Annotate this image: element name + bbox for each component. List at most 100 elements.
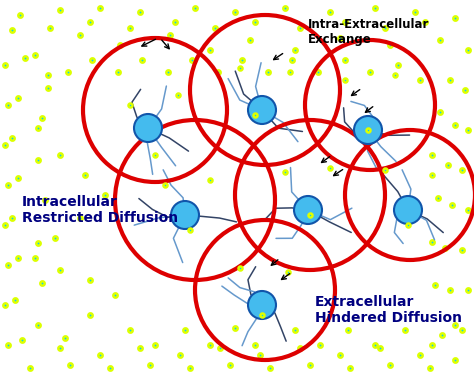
Point [306, 212, 314, 218]
Point [56, 345, 64, 351]
Point [464, 127, 472, 133]
Point [34, 125, 42, 131]
Point [44, 85, 52, 91]
Point [106, 365, 114, 371]
Circle shape [248, 96, 276, 124]
Point [291, 327, 299, 333]
Point [76, 215, 84, 221]
Point [341, 19, 349, 25]
Point [38, 115, 46, 121]
Point [164, 69, 172, 75]
Point [188, 57, 196, 63]
Point [8, 27, 16, 33]
Point [211, 25, 219, 31]
Point [464, 207, 472, 213]
Point [344, 327, 352, 333]
Point [364, 127, 372, 133]
Point [174, 92, 182, 98]
Point [326, 9, 334, 15]
Circle shape [394, 196, 422, 224]
Point [1, 302, 9, 308]
Point [11, 297, 19, 303]
Point [34, 240, 42, 246]
Point [458, 247, 466, 253]
Point [444, 162, 452, 168]
Point [451, 357, 459, 363]
Point [14, 255, 22, 261]
Point [394, 62, 402, 68]
Point [286, 69, 294, 75]
Point [21, 55, 29, 61]
Point [416, 352, 424, 358]
Point [306, 362, 314, 368]
Point [191, 5, 199, 11]
Point [46, 25, 54, 31]
Point [251, 112, 259, 118]
Point [181, 327, 189, 333]
Point [226, 362, 234, 368]
Point [136, 345, 144, 351]
Point [1, 222, 9, 228]
Point [464, 47, 472, 53]
Point [381, 25, 389, 31]
Point [126, 102, 134, 108]
Point [391, 72, 399, 78]
Point [421, 19, 429, 25]
Point [314, 69, 322, 75]
Point [446, 77, 454, 83]
Point [336, 352, 344, 358]
Point [458, 327, 466, 333]
Point [206, 47, 214, 53]
Point [114, 69, 122, 75]
Point [448, 202, 456, 208]
Point [264, 69, 272, 75]
Point [4, 102, 12, 108]
Point [18, 337, 26, 343]
Point [186, 227, 194, 233]
Point [206, 342, 214, 348]
Point [1, 62, 9, 68]
Point [138, 57, 146, 63]
Point [404, 222, 412, 228]
Point [34, 322, 42, 328]
Point [88, 57, 96, 63]
Point [4, 342, 12, 348]
Point [166, 32, 174, 38]
Point [151, 342, 159, 348]
Point [428, 342, 436, 348]
Point [451, 122, 459, 128]
Point [51, 235, 59, 241]
Point [464, 287, 472, 293]
Point [101, 192, 109, 198]
Point [8, 215, 16, 221]
Point [436, 37, 444, 43]
Point [66, 362, 74, 368]
Circle shape [248, 291, 276, 319]
Point [116, 42, 124, 48]
Point [436, 109, 444, 115]
Point [81, 172, 89, 178]
Point [151, 152, 159, 158]
Circle shape [134, 114, 162, 142]
Point [451, 15, 459, 21]
Point [171, 19, 179, 25]
Point [371, 342, 379, 348]
Point [26, 365, 34, 371]
Point [44, 72, 52, 78]
Point [316, 342, 324, 348]
Circle shape [294, 196, 322, 224]
Point [284, 269, 292, 275]
Point [76, 32, 84, 38]
Point [296, 25, 304, 31]
Point [434, 195, 442, 201]
Point [326, 165, 334, 171]
Point [266, 365, 274, 371]
Point [366, 69, 374, 75]
Point [206, 177, 214, 183]
Point [281, 5, 289, 11]
Point [236, 265, 244, 271]
Point [401, 327, 409, 333]
Point [126, 327, 134, 333]
Point [428, 172, 436, 178]
Point [38, 280, 46, 286]
